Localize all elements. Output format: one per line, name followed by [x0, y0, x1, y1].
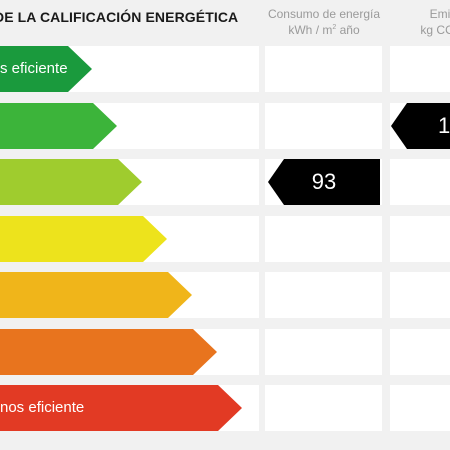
band-label-viewport: nos eficiente: [0, 385, 220, 431]
rating-band-arrow: [0, 216, 167, 262]
consumo-header-line2: kWh / m2 año: [262, 22, 386, 38]
consumo-cell: [265, 272, 382, 318]
consumo-cell: [265, 103, 382, 149]
consumo-unit-exponent: 2: [332, 24, 337, 31]
consumo-value-indicator: 93: [268, 159, 380, 205]
emis-cell: [390, 385, 450, 431]
consumo-cell: [265, 46, 382, 92]
band-label: nos eficiente: [0, 399, 85, 416]
consumo-cell: [265, 216, 382, 262]
rating-band-arrow: [0, 159, 142, 205]
emis-cell: [390, 329, 450, 375]
emisiones-unit-text: kg CO: [420, 23, 450, 37]
consumo-unit-suffix: año: [336, 23, 360, 37]
consumo-cell: [265, 329, 382, 375]
page-title: DE LA CALIFICACIÓN ENERGÉTICA: [0, 9, 239, 25]
emisiones-header-line2: kg CO2 /: [393, 22, 450, 38]
consumo-column-header: Consumo de energía kWh / m2 año: [262, 6, 386, 38]
band-label: s eficiente: [0, 60, 68, 77]
consumo-cell: [265, 385, 382, 431]
rating-band-arrow: [0, 272, 192, 318]
rating-band-arrow: [0, 103, 117, 149]
emisiones-column-header: Emis kg CO2 /: [393, 6, 450, 38]
emis-cell: [390, 159, 450, 205]
band-label-viewport: s eficiente: [0, 46, 70, 92]
emis-cell: [390, 46, 450, 92]
rating-band-arrow: nos eficiente: [0, 385, 242, 431]
emis-cell: [390, 216, 450, 262]
emisiones-header-line1: Emis: [429, 7, 450, 21]
consumo-unit-text: kWh / m: [288, 23, 333, 37]
emis-cell: [390, 272, 450, 318]
rating-band-arrow: [0, 329, 217, 375]
consumo-header-line1: Consumo de energía: [267, 7, 381, 21]
